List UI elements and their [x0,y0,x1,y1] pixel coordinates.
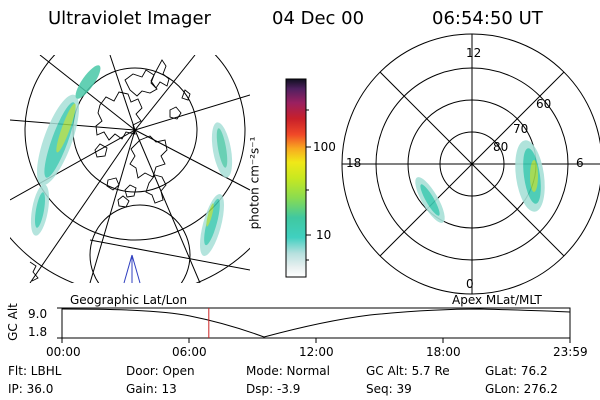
info-dsp: Dsp: -3.9 [246,382,301,396]
xtick-2359: 23:59 [553,345,588,359]
info-gcalt: GC Alt: 5.7 Re [366,364,450,378]
mlt-label-6: 6 [576,156,584,170]
info-door: Door: Open [126,364,195,378]
xtick-0600: 06:00 [172,345,207,359]
lat-label-60: 60 [536,97,552,111]
info-seq: Seq: 39 [366,382,412,396]
altitude-ytick-max: 9.0 [28,307,48,321]
altitude-right-caption: Apex MLat/MLT [452,293,542,307]
colorbar-tick-10: 10 [316,228,332,242]
mlt-label-12: 12 [466,46,482,60]
mlt-label-0: 0 [466,277,474,291]
coastline [29,59,191,282]
aurora-emission-polar [415,140,545,223]
altitude-curve [61,308,571,338]
info-glat: GLat: 76.2 [485,364,548,378]
info-gain: Gain: 13 [126,382,177,396]
mlt-label-18: 18 [346,156,362,170]
xtick-1200: 12:00 [299,345,334,359]
colorbar-tick-100: 100 [313,140,336,154]
lat-label-80: 80 [493,140,509,154]
altitude-left-caption: Geographic Lat/Lon [70,293,188,307]
satellite-track [123,254,141,284]
info-ip: IP: 36.0 [8,382,54,396]
info-mode: Mode: Normal [246,364,330,378]
xtick-0000: 00:00 [46,345,81,359]
time-label: 06:54:50 UT [432,8,543,29]
info-flt: Flt: LBHL [8,364,62,378]
aurora-emission-map [30,65,233,256]
info-glon: GLon: 276.2 [485,382,558,396]
lat-label-70: 70 [513,122,529,136]
xtick-1800: 18:00 [426,345,461,359]
altitude-ytick-min: 1.8 [28,325,48,339]
instrument-title: Ultraviolet Imager [48,8,211,29]
date-label: 04 Dec 00 [272,8,365,29]
